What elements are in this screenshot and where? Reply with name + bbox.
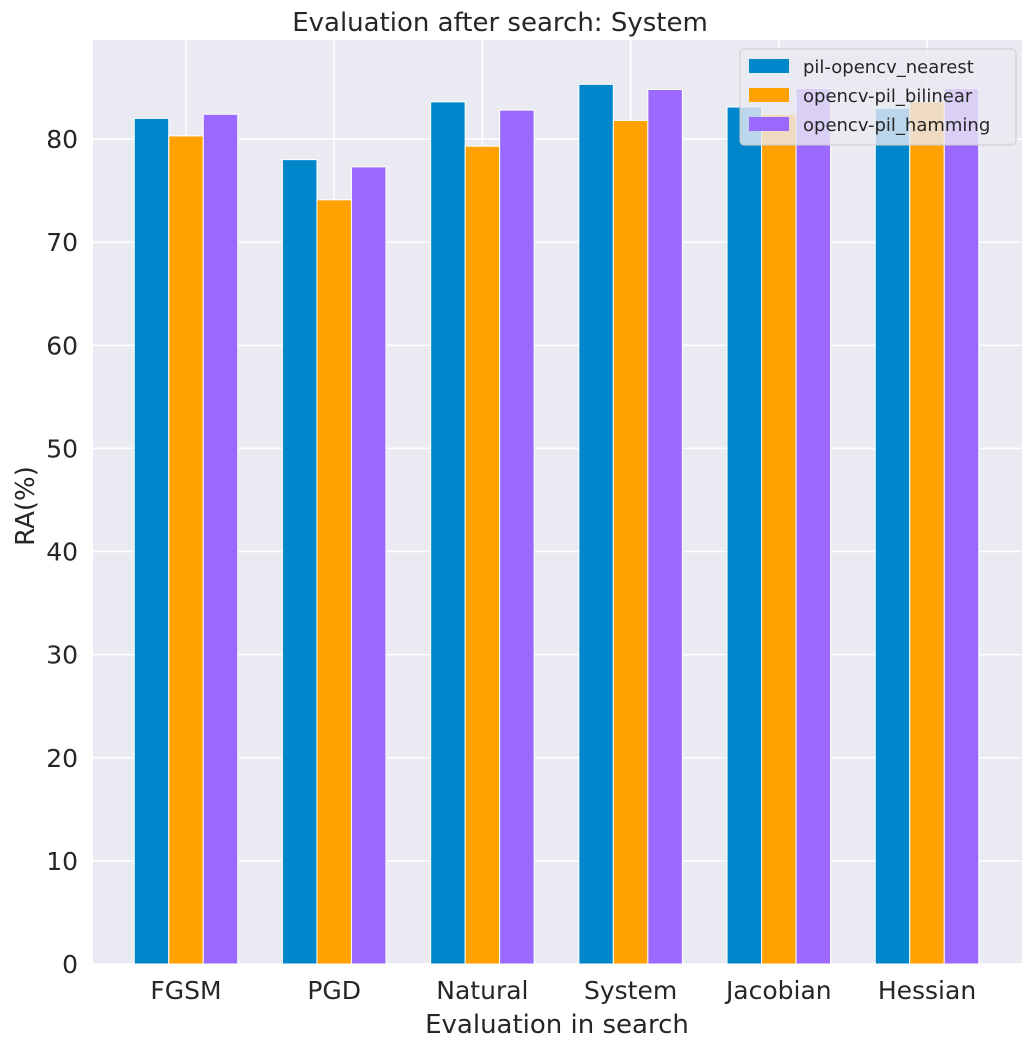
y-axis-label: RA(%) <box>11 466 41 546</box>
legend-label: opencv-pil_bilinear <box>803 86 973 107</box>
x-tick-label: System <box>584 976 677 1005</box>
y-tick-label: 80 <box>46 125 78 154</box>
bar-pil-opencv_nearest-Natural <box>430 101 466 965</box>
legend-swatch <box>749 59 789 73</box>
bar-opencv-pil_hamming-Natural <box>499 109 535 965</box>
legend-swatch <box>749 117 789 131</box>
bar-opencv-pil_bilinear-Jacobian <box>761 113 797 965</box>
plot-background <box>93 40 1022 964</box>
bars <box>133 83 980 965</box>
bar-opencv-pil_hamming-PGD <box>350 166 387 965</box>
legend-box <box>739 48 1017 146</box>
x-axis-label: Evaluation in search <box>425 1010 689 1040</box>
bar-opencv-pil_bilinear-PGD <box>316 199 352 965</box>
y-tick-label: 50 <box>46 434 78 463</box>
y-tick-label: 0 <box>62 950 78 979</box>
bar-opencv-pil_bilinear-System <box>612 119 649 965</box>
legend-label: pil-opencv_nearest <box>803 57 974 78</box>
y-tick-labels: 0 10 20 30 40 50 60 70 80 <box>46 125 78 979</box>
bar-opencv-pil_bilinear-Hessian <box>909 101 945 965</box>
bar-pil-opencv_nearest-Jacobian <box>726 106 763 965</box>
y-tick-label: 20 <box>46 744 78 773</box>
bar-opencv-pil_bilinear-Natural <box>464 145 501 965</box>
x-tick-labels: FGSM PGD Natural System Jacobian Hessian <box>150 976 976 1005</box>
bar-pil-opencv_nearest-System <box>578 83 614 965</box>
y-tick-label: 70 <box>46 228 78 257</box>
legend-swatch <box>749 88 789 102</box>
bar-opencv-pil_hamming-Hessian <box>943 87 980 965</box>
y-tick-label: 30 <box>46 641 78 670</box>
legend: pil-opencv_nearest opencv-pil_bilinearope… <box>739 48 1017 146</box>
bar-opencv-pil_hamming-Jacobian <box>795 87 832 965</box>
chart-title: Evaluation after search: System <box>292 8 708 38</box>
bar-pil-opencv_nearest-Hessian <box>874 107 911 965</box>
x-tick-label: FGSM <box>150 976 221 1005</box>
x-tick-label: PGD <box>307 976 361 1005</box>
bar-opencv-pil_bilinear-FGSM <box>168 135 204 965</box>
x-tick-label: Natural <box>436 976 528 1005</box>
bar-opencv-pil_hamming-System <box>647 89 683 965</box>
y-tick-label: 60 <box>46 331 78 360</box>
x-tick-label: Hessian <box>878 976 976 1005</box>
legend-label: opencv-pil_hamming <box>803 115 990 136</box>
x-tick-label: Jacobian <box>724 976 832 1005</box>
y-tick-label: 10 <box>46 847 78 876</box>
bar-opencv-pil_hamming-FGSM <box>202 113 239 965</box>
y-tick-label: 40 <box>46 538 78 567</box>
bar-pil-opencv_nearest-PGD <box>281 159 318 965</box>
bar-pil-opencv_nearest-FGSM <box>133 117 170 965</box>
